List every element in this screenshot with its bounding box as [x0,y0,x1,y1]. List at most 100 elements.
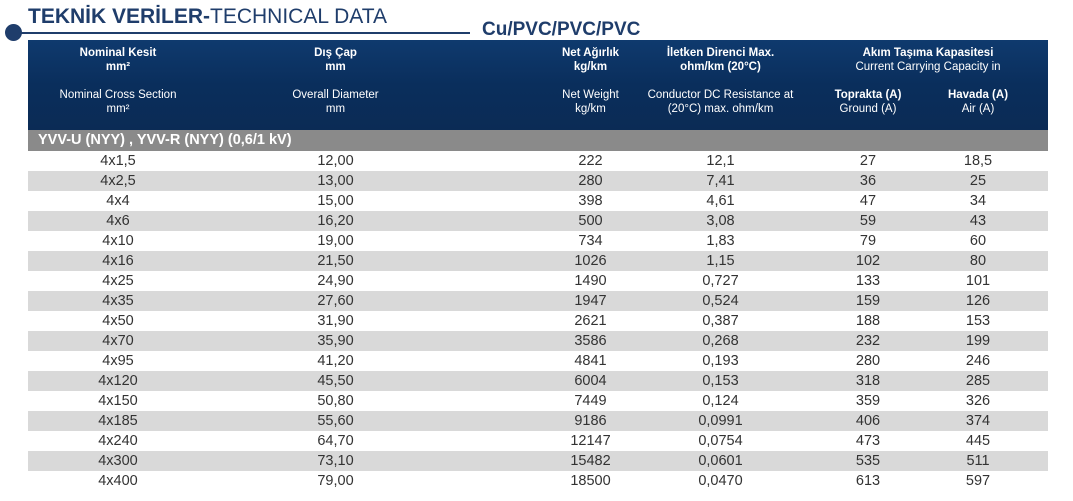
cell-resistance: 3,08 [706,213,735,229]
cell-diameter: 79,00 [317,473,354,489]
header-col-capacity: Akım Taşıma Kapasitesi Current Carrying … [818,46,1038,74]
cell-diameter: 12,00 [317,153,354,169]
header-col4-tr: İletken Direnci Max. [666,47,775,59]
header-col4-en-unit: (20°C) max. ohm/km [667,103,774,115]
header-col3-tr: Net Ağırlık [561,47,620,59]
cell-weight: 3586 [574,333,607,349]
cell-ground-capacity: 59 [859,213,877,229]
table-row: 4x2,5 13,00 280 7,41 36 25 [28,171,1048,191]
cell-resistance: 0,153 [702,373,739,389]
cell-ground-capacity: 27 [859,153,877,169]
table-row: 4x4 15,00 398 4,61 47 34 [28,191,1048,211]
cell-resistance: 0,0754 [698,433,743,449]
table-row: 4x70 35,90 3586 0,268 232 199 [28,331,1048,351]
cell-air-capacity: 25 [969,173,987,189]
header-col1-tr: Nominal Kesit [79,47,157,59]
cell-diameter: 31,90 [317,313,354,329]
cell-diameter: 16,20 [317,213,354,229]
page-title: TEKNİK VERİLER-TECHNICAL DATA [28,4,387,30]
section-label: YVV-U (NYY) , YVV-R (NYY) (0,6/1 kV) [38,132,292,148]
table-row: 4x400 79,00 18500 0,0470 613 597 [28,471,1048,491]
header-col1-tr-unit: mm² [105,61,131,73]
cell-resistance: 0,727 [702,273,739,289]
cell-air-capacity: 34 [969,193,987,209]
header-col1-en-unit: mm² [106,103,130,115]
cell-resistance: 1,83 [706,233,735,249]
cell-resistance: 0,387 [702,313,739,329]
cell-air-capacity: 445 [965,433,991,449]
cell-air-capacity: 246 [965,353,991,369]
cell-ground-capacity: 133 [855,273,881,289]
table-row: 4x50 31,90 2621 0,387 188 153 [28,311,1048,331]
header-col-resistance: İletken Direnci Max. ohm/km (20°C) Condu… [613,46,828,116]
cell-weight: 1947 [574,293,607,309]
header-col4-tr-unit: ohm/km (20°C) [680,61,761,73]
table-row: 4x16 21,50 1026 1,15 102 80 [28,251,1048,271]
bullet-icon [5,24,22,41]
cell-air-capacity: 511 [966,453,990,469]
cell-cross-section: 4x6 [106,213,130,229]
cell-diameter: 27,60 [317,293,354,309]
cell-cross-section: 4x4 [106,193,130,209]
header-col5a-tr: Toprakta (A) [834,89,902,101]
cell-cross-section: 4x70 [102,333,134,349]
table-row: 4x120 45,50 6004 0,153 318 285 [28,371,1048,391]
cell-resistance: 7,41 [706,173,735,189]
cell-air-capacity: 80 [969,253,987,269]
header-col5-en: Current Carrying Capacity in [855,61,1001,73]
cell-ground-capacity: 159 [855,293,881,309]
cell-diameter: 41,20 [317,353,354,369]
header-col2-en: Overall Diameter [292,89,379,101]
table-row: 4x25 24,90 1490 0,727 133 101 [28,271,1048,291]
cell-weight: 15482 [570,453,611,469]
cell-cross-section: 4x185 [98,413,138,429]
title-bar: TEKNİK VERİLER-TECHNICAL DATA Cu/PVC/PVC… [0,0,1073,44]
section-heading: YVV-U (NYY) , YVV-R (NYY) (0,6/1 kV) [28,130,1048,151]
cell-resistance: 0,0991 [698,413,743,429]
cell-air-capacity: 597 [965,473,991,489]
cell-weight: 12147 [570,433,611,449]
cell-diameter: 73,10 [317,453,354,469]
cell-weight: 280 [578,173,603,189]
cell-diameter: 50,80 [317,393,354,409]
cell-cross-section: 4x25 [102,273,134,289]
cell-diameter: 35,90 [317,333,354,349]
table-row: 4x240 64,70 12147 0,0754 473 445 [28,431,1048,451]
cell-resistance: 0,524 [702,293,739,309]
cell-air-capacity: 199 [965,333,991,349]
cell-weight: 500 [578,213,603,229]
cell-weight: 18500 [570,473,611,489]
header-col5-tr: Akım Taşıma Kapasitesi [862,47,994,59]
cell-air-capacity: 126 [965,293,991,309]
cell-cross-section: 4x2,5 [100,173,136,189]
cell-cross-section: 4x16 [102,253,134,269]
cell-ground-capacity: 102 [855,253,881,269]
cell-ground-capacity: 473 [855,433,881,449]
cell-diameter: 55,60 [317,413,354,429]
cell-ground-capacity: 613 [855,473,881,489]
cell-diameter: 21,50 [317,253,354,269]
cell-ground-capacity: 535 [855,453,881,469]
cell-ground-capacity: 79 [859,233,877,249]
cell-weight: 2621 [574,313,607,329]
header-col-air: Havada (A) Air (A) [928,88,1028,116]
header-col2-tr-unit: mm [325,61,346,73]
cell-ground-capacity: 406 [855,413,881,429]
cell-air-capacity: 374 [965,413,991,429]
cell-diameter: 24,90 [317,273,354,289]
cell-resistance: 1,15 [706,253,735,269]
cell-diameter: 13,00 [317,173,354,189]
cell-air-capacity: 60 [969,233,987,249]
data-table-body: 4x1,5 12,00 222 12,1 27 18,5 4x2,5 13,00 280 7,41… [28,151,1048,491]
table-row: 4x300 73,10 15482 0,0601 535 511 [28,451,1048,471]
table-row: 4x150 50,80 7449 0,124 359 326 [28,391,1048,411]
cell-air-capacity: 101 [965,273,991,289]
header-col2-en-unit: mm [325,103,346,115]
table-row: 4x6 16,20 500 3,08 59 43 [28,211,1048,231]
cell-ground-capacity: 318 [855,373,881,389]
cell-ground-capacity: 188 [855,313,881,329]
cell-cross-section: 4x1,5 [100,153,136,169]
header-col3-en: Net Weight [562,89,619,101]
header-col-diameter: Dış Çap mm Overall Diameter mm [208,46,463,116]
material-label: Cu/PVC/PVC/PVC [482,19,641,40]
